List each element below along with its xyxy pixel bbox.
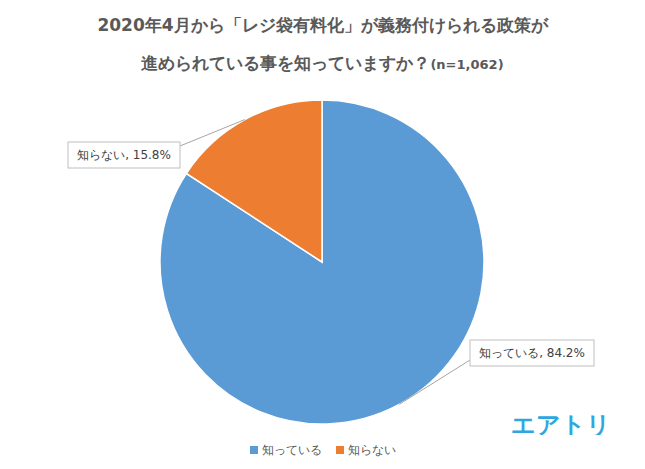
html-text:知っている: 知っている — [261, 442, 322, 457]
html-text:知らない: 知らない — [347, 442, 396, 457]
svg-text:知らない, 15.8%: 知らない, 15.8% — [77, 148, 171, 162]
svg-text:エアトリ: エアトリ — [511, 411, 611, 435]
svg-text:知っている, 84.2%: 知っている, 84.2% — [479, 346, 585, 360]
html-text:進められている事を知っていますか？(n=1,062): 進められている事を知っていますか？(n=1,062) — [141, 53, 504, 73]
html-text:2020年4月から「レジ袋有料化」が義務付けられる政策が: 2020年4月から「レジ袋有料化」が義務付けられる政策が — [97, 15, 548, 35]
